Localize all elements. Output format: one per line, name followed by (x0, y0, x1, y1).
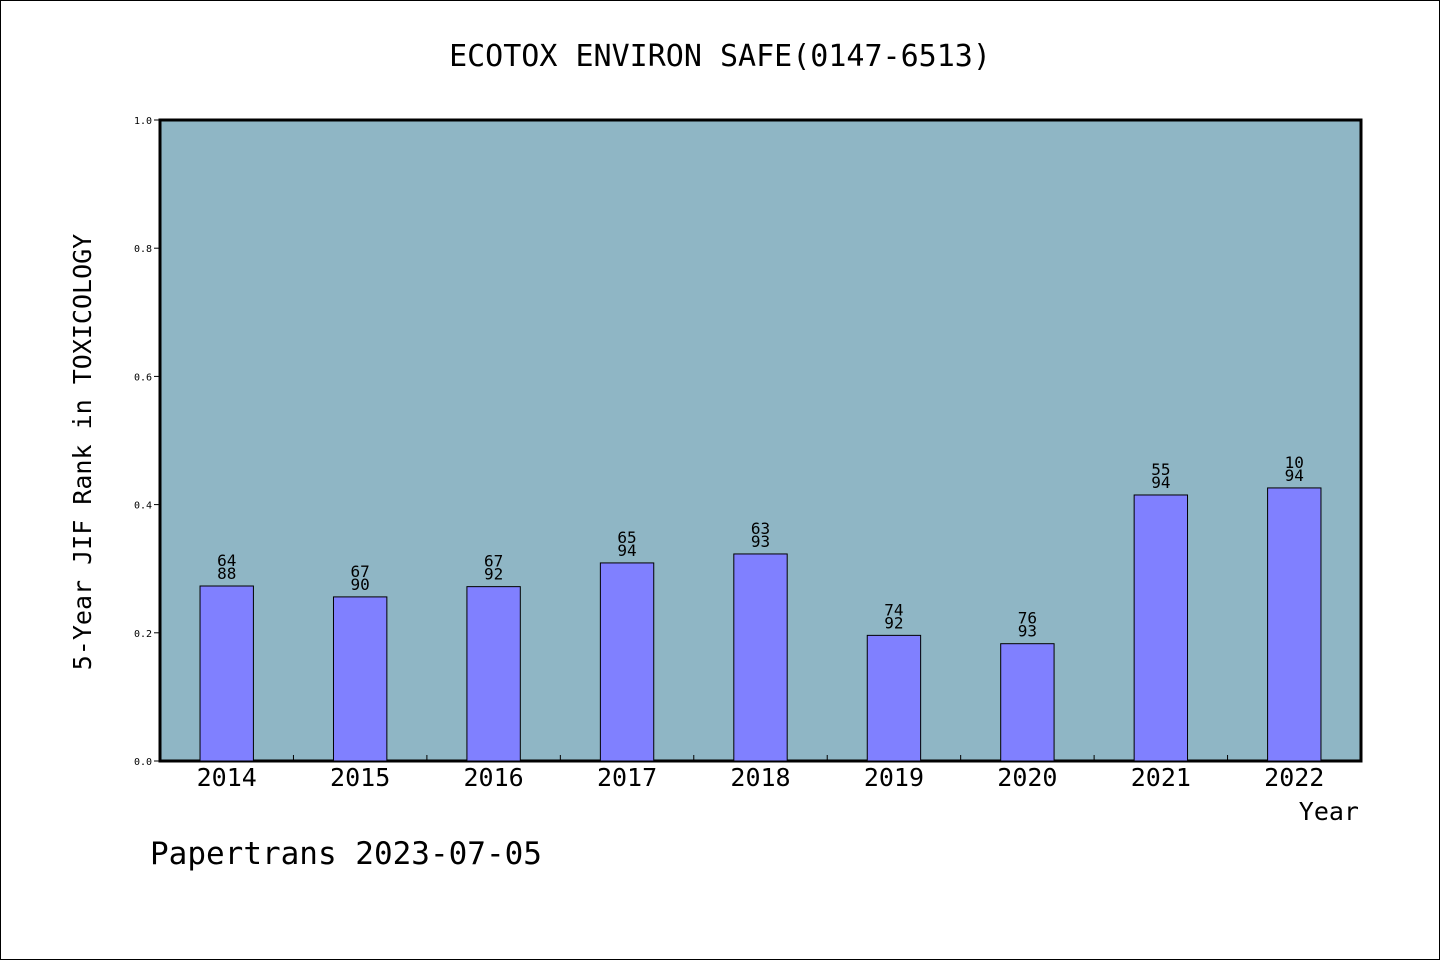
x-tick-label: 2021 (1131, 763, 1191, 792)
y-axis: 0.0 0.2 0.4 0.6 0.8 1.0 (134, 116, 160, 768)
x-axis-label: Year (1299, 797, 1359, 826)
footer-text: Papertrans 2023-07-05 (150, 836, 542, 872)
x-tick-label: 2017 (597, 763, 657, 792)
y-axis-label: 5-Year JIF Rank in TOXICOLOGY (68, 234, 97, 671)
bar-label-total: 90 (351, 575, 370, 594)
x-tick-label: 2020 (997, 763, 1057, 792)
bar (599, 562, 655, 762)
bar-label-rank: 55 (1151, 460, 1170, 479)
bar-label-rank: 67 (484, 552, 503, 571)
bar-label-total: 88 (217, 564, 236, 583)
bar (466, 586, 521, 762)
bar-label-total: 92 (884, 613, 903, 632)
bar-label-total: 94 (1285, 466, 1304, 485)
bar-label-rank: 63 (751, 519, 770, 538)
bar-label-rank: 65 (617, 528, 636, 547)
bar-label-total: 93 (1018, 622, 1037, 641)
bar (199, 585, 254, 762)
bar-label-total: 93 (751, 532, 770, 551)
y-tick-label: 0.0 (134, 757, 152, 768)
bar (332, 596, 388, 762)
x-tick-label: 2015 (330, 763, 390, 792)
bar-label-rank: 74 (884, 600, 903, 619)
bar-label-total: 92 (484, 565, 503, 584)
bar-label-rank: 10 (1285, 453, 1304, 472)
bar (733, 553, 788, 762)
y-tick-label: 0.6 (134, 372, 152, 383)
x-tick-label: 2022 (1264, 763, 1324, 792)
bar-label-rank: 64 (217, 551, 236, 570)
bar (1267, 487, 1322, 762)
bar-label-rank: 76 (1018, 609, 1037, 628)
y-tick-label: 0.4 (134, 501, 152, 512)
x-tick-label: 2014 (197, 763, 257, 792)
bar (1133, 494, 1189, 762)
x-tick-label: 2019 (864, 763, 924, 792)
x-tick-label: 2016 (464, 763, 524, 792)
bar-label-rank: 67 (351, 562, 370, 581)
y-tick-label: 0.8 (134, 244, 152, 255)
x-tick-label: 2018 (730, 763, 790, 792)
bar (866, 634, 922, 762)
x-axis: 2014 2015 2016 2017 2018 2019 2020 2021 2022 (197, 755, 1324, 792)
bar (1000, 643, 1055, 762)
y-tick-label: 1.0 (134, 116, 152, 127)
bar-label-total: 94 (1151, 473, 1170, 492)
chart-title: ECOTOX ENVIRON SAFE(0147-6513) (449, 39, 991, 74)
y-tick-label: 0.2 (134, 629, 152, 640)
bar-label-total: 94 (617, 541, 636, 560)
